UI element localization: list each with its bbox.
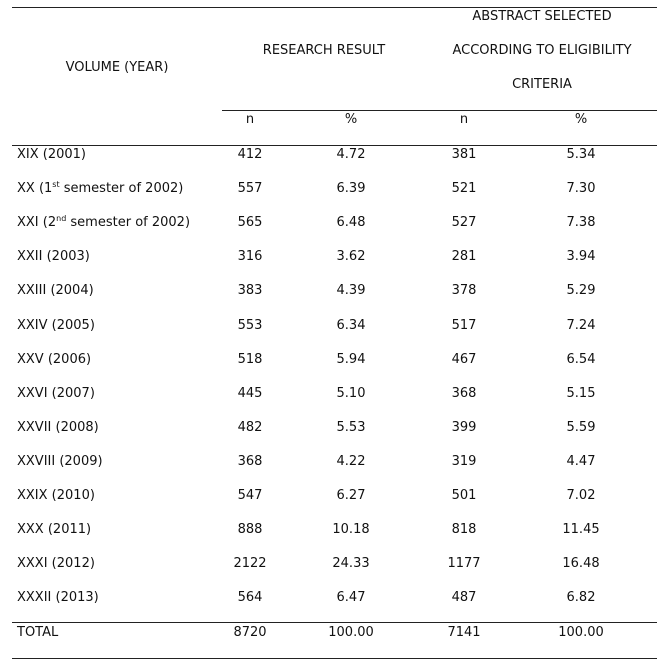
row-label: XXXI (2012) xyxy=(17,556,95,572)
row-label: XXXII (2013) xyxy=(17,590,99,606)
total-cell: 8720 xyxy=(233,625,267,640)
cell: 11.45 xyxy=(562,522,600,538)
cell: 517 xyxy=(451,317,477,333)
row-label: XXVIII (2009) xyxy=(17,453,103,469)
cell: 6.48 xyxy=(336,215,366,231)
row-label: XXX (2011) xyxy=(17,522,92,538)
cell: 501 xyxy=(451,488,477,503)
row-label: XXIII (2004) xyxy=(17,283,94,299)
cell: 521 xyxy=(451,181,477,197)
cell: 316 xyxy=(237,249,263,265)
row-label: XIX (2001) xyxy=(17,147,87,162)
cell: 888 xyxy=(237,522,263,538)
cell: 5.34 xyxy=(566,147,596,162)
cell: 6.47 xyxy=(336,590,366,606)
cell: 24.33 xyxy=(332,556,370,572)
cell: 6.34 xyxy=(336,317,366,333)
cell: 368 xyxy=(451,385,477,401)
row-label: XXVII (2008) xyxy=(17,419,99,435)
cell: 399 xyxy=(451,419,477,435)
row-label: XXVI (2007) xyxy=(17,385,95,401)
cell: 445 xyxy=(237,385,263,401)
row-label: XXII (2003) xyxy=(17,249,90,265)
cell: 1177 xyxy=(447,556,481,572)
row-label: XXIV (2005) xyxy=(17,317,95,333)
cell: 518 xyxy=(237,351,263,367)
row-label: XXIX (2010) xyxy=(17,488,95,503)
group-rule xyxy=(222,110,657,111)
cell: 16.48 xyxy=(562,556,600,572)
sub-header: % xyxy=(574,112,588,127)
cell: 5.59 xyxy=(566,419,596,435)
cell: 412 xyxy=(237,147,263,162)
cell: 527 xyxy=(451,215,477,231)
cell: 7.38 xyxy=(566,215,596,231)
label-part: st xyxy=(52,180,60,190)
volume-header: VOLUME (YEAR) xyxy=(65,60,169,75)
cell: 7.30 xyxy=(566,181,596,197)
label-part: semester of 2002) xyxy=(66,215,191,231)
abstract-header: ABSTRACT SELECTED xyxy=(472,9,612,24)
cell: 487 xyxy=(451,590,477,606)
row-label: XXV (2006) xyxy=(17,351,92,367)
cell: 6.82 xyxy=(566,590,596,606)
cell: 557 xyxy=(237,181,263,197)
row-label: XXI (2nd semester of 2002) xyxy=(17,215,190,231)
sub-header: n xyxy=(245,112,255,127)
cell: 565 xyxy=(237,215,263,231)
cell: 547 xyxy=(237,488,263,503)
cell: 5.10 xyxy=(336,385,366,401)
cell: 482 xyxy=(237,419,263,435)
cell: 5.29 xyxy=(566,283,596,299)
total-cell: 100.00 xyxy=(558,625,604,640)
label-part: XXI (2 xyxy=(17,215,57,231)
cell: 467 xyxy=(451,351,477,367)
cell: 4.39 xyxy=(336,283,366,299)
cell: 3.94 xyxy=(566,249,596,265)
label-part: semester of 2002) xyxy=(59,181,184,197)
total-cell: 100.00 xyxy=(328,625,374,640)
cell: 5.15 xyxy=(566,385,596,401)
cell: 6.27 xyxy=(336,488,366,503)
cell: 383 xyxy=(237,283,263,299)
cell: 553 xyxy=(237,317,263,333)
cell: 368 xyxy=(237,453,263,469)
cell: 378 xyxy=(451,283,477,299)
cell: 381 xyxy=(451,147,477,162)
cell: 818 xyxy=(451,522,477,538)
row-label: XX (1st semester of 2002) xyxy=(17,181,183,197)
cell: 6.39 xyxy=(336,181,366,197)
cell: 2122 xyxy=(233,556,267,572)
bottom-rule xyxy=(12,658,657,659)
sub-header: % xyxy=(344,112,358,127)
cell: 5.94 xyxy=(336,351,366,367)
cell: 3.62 xyxy=(336,249,366,265)
header-rule xyxy=(12,145,657,146)
label-part: nd xyxy=(56,214,67,224)
sub-header: n xyxy=(459,112,469,127)
cell: 5.53 xyxy=(336,419,366,435)
research-header: RESEARCH RESULT xyxy=(262,43,386,58)
cell: 564 xyxy=(237,590,263,606)
cell: 6.54 xyxy=(566,351,596,367)
top-rule xyxy=(12,7,657,8)
cell: 7.02 xyxy=(566,488,596,503)
total-cell: 7141 xyxy=(447,625,481,640)
cell: 319 xyxy=(451,453,477,469)
label-part: XX (1 xyxy=(17,181,53,197)
abstract-header: CRITERIA xyxy=(512,77,572,92)
abstract-header: ACCORDING TO ELIGIBILITY xyxy=(452,43,632,58)
cell: 4.47 xyxy=(566,453,596,469)
row-label: TOTAL xyxy=(17,625,59,640)
cell: 10.18 xyxy=(332,522,370,538)
cell: 4.72 xyxy=(336,147,366,162)
cell: 281 xyxy=(451,249,477,265)
cell: 4.22 xyxy=(336,453,366,469)
cell: 7.24 xyxy=(566,317,596,333)
total-rule xyxy=(12,622,657,623)
